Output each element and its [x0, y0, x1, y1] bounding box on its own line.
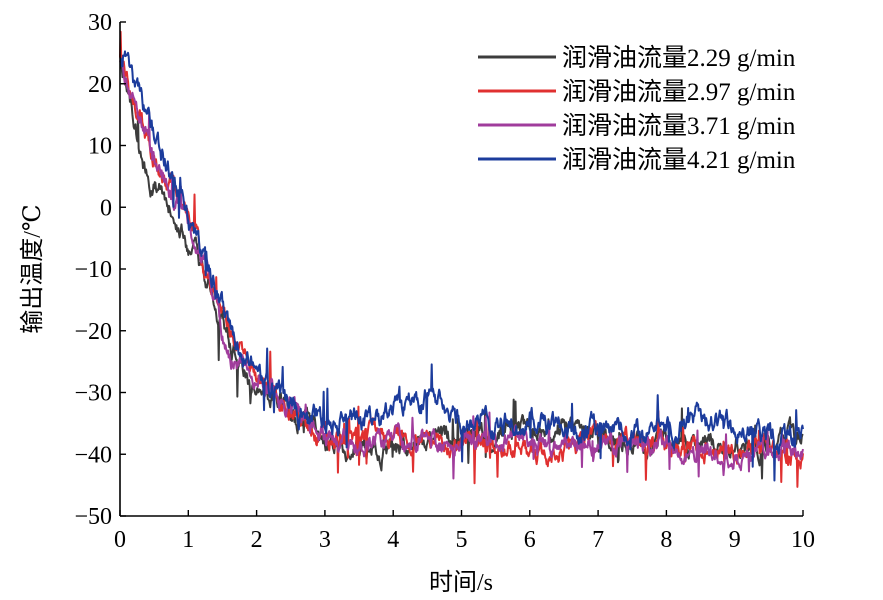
x-tick-label: 5	[456, 527, 468, 553]
legend-label-1: 润滑油流量2.29 g/min	[562, 44, 796, 72]
x-ticks: 0 1 2 3 4 5 6 7 8 9 10	[114, 510, 815, 553]
y-tick-label: 30	[88, 10, 112, 36]
x-tick-label: 7	[592, 527, 604, 553]
x-tick-label: 9	[729, 527, 741, 553]
x-tick-label: 6	[524, 527, 536, 553]
x-tick-label: 3	[319, 527, 331, 553]
x-tick-label: 1	[182, 527, 194, 553]
x-axis-title: 时间/s	[429, 569, 493, 596]
y-tick-label: 20	[88, 72, 112, 98]
series-line-4	[119, 50, 804, 482]
legend-label-2: 润滑油流量2.97 g/min	[562, 78, 796, 106]
x-tick-label: 2	[251, 527, 263, 553]
legend-label-4: 润滑油流量4.21 g/min	[562, 146, 796, 174]
y-tick-label: −40	[74, 442, 112, 468]
y-tick-label: 10	[88, 134, 112, 160]
x-tick-label: 4	[387, 527, 399, 553]
x-tick-label: 10	[791, 527, 815, 553]
x-tick-label: 0	[114, 527, 126, 553]
y-tick-label: −30	[74, 381, 112, 407]
plot-lines	[119, 30, 804, 488]
y-tick-label: −50	[74, 504, 112, 530]
y-ticks: 30 20 10 0 −10 −20 −30 −40 −50	[74, 10, 126, 530]
y-tick-label: −10	[74, 257, 112, 283]
y-tick-label: 0	[100, 195, 112, 221]
legend: 润滑油流量2.29 g/min 润滑油流量2.97 g/min 润滑油流量3.71 …	[478, 44, 796, 174]
y-axis-title: 输出温度/℃	[19, 204, 46, 334]
y-tick-label: −20	[74, 319, 112, 345]
x-tick-label: 8	[660, 527, 672, 553]
legend-label-3: 润滑油流量3.71 g/min	[562, 112, 796, 140]
